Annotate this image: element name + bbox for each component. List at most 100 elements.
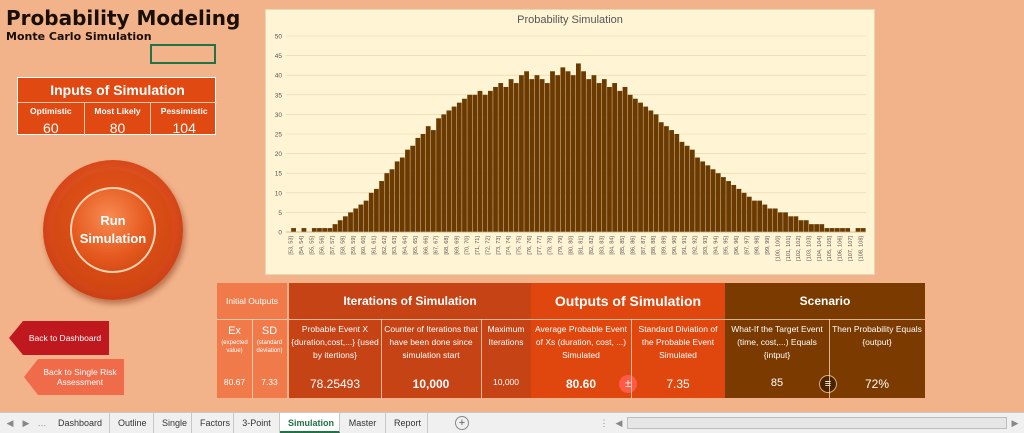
probability-cell: Then Probability Equals {output} 72%: [829, 319, 925, 398]
histogram-bar: [793, 216, 799, 232]
x-tick-label: [69, 69]: [454, 236, 460, 255]
sd-output-cell: Standard Diviation of the Probable Event…: [631, 319, 725, 398]
histogram-bar: [824, 228, 830, 232]
divider: [481, 319, 482, 398]
x-tick-label: [56, 56]: [320, 236, 326, 255]
histogram-bar: [695, 157, 700, 232]
tab-more-icon[interactable]: …: [37, 418, 47, 428]
probability-desc: Then Probability Equals {output}: [832, 324, 922, 347]
back-to-dashboard-button[interactable]: Back to Dashboard: [9, 321, 109, 355]
histogram-bar: [653, 114, 659, 232]
x-tick-label: [84, 84]: [610, 236, 616, 255]
histogram-bar: [358, 204, 364, 232]
x-tick-label: [81, 81]: [579, 236, 585, 255]
histogram-bar: [431, 130, 436, 232]
back-to-single-risk-button[interactable]: Back to Single Risk Assessment: [24, 359, 124, 395]
x-tick-label: [90, 90]: [672, 236, 678, 255]
x-tick-label: [100, 100]: [775, 236, 781, 261]
x-tick-label: [78, 78]: [548, 236, 554, 255]
histogram-bar: [809, 224, 814, 232]
sd-output-value: 7.35: [666, 377, 690, 391]
run-simulation-button[interactable]: Run Simulation: [70, 187, 156, 273]
x-tick-label: [104, 104]: [817, 236, 823, 261]
inputs-row: Optimistic 60 Most Likely 80 Pessimistic…: [18, 102, 217, 136]
x-tick-label: [97, 97]: [744, 236, 750, 255]
histogram-bar: [317, 228, 322, 232]
x-tick-label: [107, 107]: [848, 236, 854, 261]
horizontal-scrollbar[interactable]: [627, 417, 1007, 429]
tab-single[interactable]: Single: [154, 413, 192, 433]
histogram-bar: [669, 130, 674, 232]
tab-factors[interactable]: Factors: [192, 413, 234, 433]
inputs-panel: Inputs of Simulation Optimistic 60 Most …: [17, 77, 217, 136]
input-optimistic[interactable]: Optimistic 60: [18, 103, 85, 136]
tab-simulation[interactable]: Simulation: [280, 413, 340, 433]
histogram-bar: [664, 126, 669, 232]
x-tick-label: [60, 60]: [361, 236, 367, 255]
y-tick-label: 10: [275, 190, 283, 197]
x-tick-label: [102, 102]: [796, 236, 802, 261]
histogram-bar: [803, 220, 809, 232]
divider: [829, 319, 830, 398]
y-tick-label: 25: [275, 132, 283, 139]
sheet-tab-bar: ◀ ▶ … Dashboard Outline Single Factors 3-Poi…: [0, 412, 1024, 433]
histogram-bar: [322, 228, 328, 232]
histogram-bar: [342, 216, 348, 232]
input-pessimistic[interactable]: Pessimistic 104: [151, 103, 217, 136]
ex-cell: Ex (expected value) 80.67: [217, 319, 252, 398]
histogram-bar: [368, 192, 374, 232]
x-tick-label: [105, 105]: [827, 236, 833, 261]
x-tick-label: [75, 75]: [517, 236, 523, 255]
histogram-bar: [855, 228, 861, 232]
results-table: Initial Outputs Ex (expected value) 80.6…: [217, 283, 1005, 398]
probability-chart: Probability Simulation 0 5 10 15 20 25 30 35 40 4…: [265, 9, 875, 275]
input-most-likely[interactable]: Most Likely 80: [85, 103, 152, 136]
tab-scroll-right-icon[interactable]: ▶: [22, 418, 30, 428]
ex-value: 80.67: [223, 377, 246, 387]
average-cell: Average Probable Event of Xs (duration, …: [531, 319, 631, 398]
histogram-bar: [415, 137, 421, 232]
histogram-bar: [788, 216, 794, 232]
sd-sublabel: (standard deviation): [256, 340, 283, 354]
histogram-bar: [301, 228, 307, 232]
selected-cell[interactable]: [150, 44, 216, 64]
x-tick-label: [89, 89]: [662, 236, 668, 255]
histogram-bar: [503, 86, 509, 233]
histogram-bar: [767, 208, 773, 232]
tab-report[interactable]: Report: [386, 413, 428, 433]
histogram-bar: [731, 184, 737, 232]
histogram-bar: [498, 83, 504, 232]
more-options-icon[interactable]: ⋮: [599, 418, 609, 428]
tab-3-point[interactable]: 3-Point: [234, 413, 280, 433]
histogram-bar: [337, 220, 343, 232]
add-sheet-icon[interactable]: +: [455, 416, 469, 430]
tab-dashboard[interactable]: Dashboard: [50, 413, 110, 433]
hscroll-right-icon[interactable]: ▶: [1011, 418, 1019, 428]
x-tick-label: [92, 92]: [693, 236, 699, 255]
divider: [252, 319, 253, 398]
optimistic-value: 60: [43, 120, 59, 136]
histogram-bar: [710, 169, 716, 232]
histogram-bar: [508, 79, 514, 233]
histogram-bar: [472, 94, 478, 232]
sd-label: SD: [261, 325, 278, 337]
whatif-cell[interactable]: What-If the Target Event (time, cost,...…: [725, 319, 829, 398]
iterations-section: Iterations of Simulation Probable Event …: [289, 283, 531, 398]
hscroll-left-icon[interactable]: ◀: [615, 418, 623, 428]
whatif-value[interactable]: 85: [770, 377, 784, 389]
histogram-bar: [819, 224, 825, 232]
x-tick-label: [77, 77]: [537, 236, 543, 255]
page-title: Probability Modeling: [6, 6, 241, 30]
histogram-bar: [612, 83, 618, 232]
x-tick-label: [61, 61]: [372, 236, 378, 255]
tab-scroll-left-icon[interactable]: ◀: [6, 418, 14, 428]
tab-master[interactable]: Master: [340, 413, 386, 433]
x-tick-label: [106, 106]: [838, 236, 844, 261]
histogram-bar: [311, 228, 317, 232]
histogram-bar: [410, 145, 416, 232]
histogram-bar: [451, 106, 457, 232]
x-tick-label: [59, 59]: [351, 236, 357, 255]
histogram-bar: [586, 79, 592, 233]
histogram-bar: [674, 134, 680, 232]
tab-outline[interactable]: Outline: [110, 413, 154, 433]
